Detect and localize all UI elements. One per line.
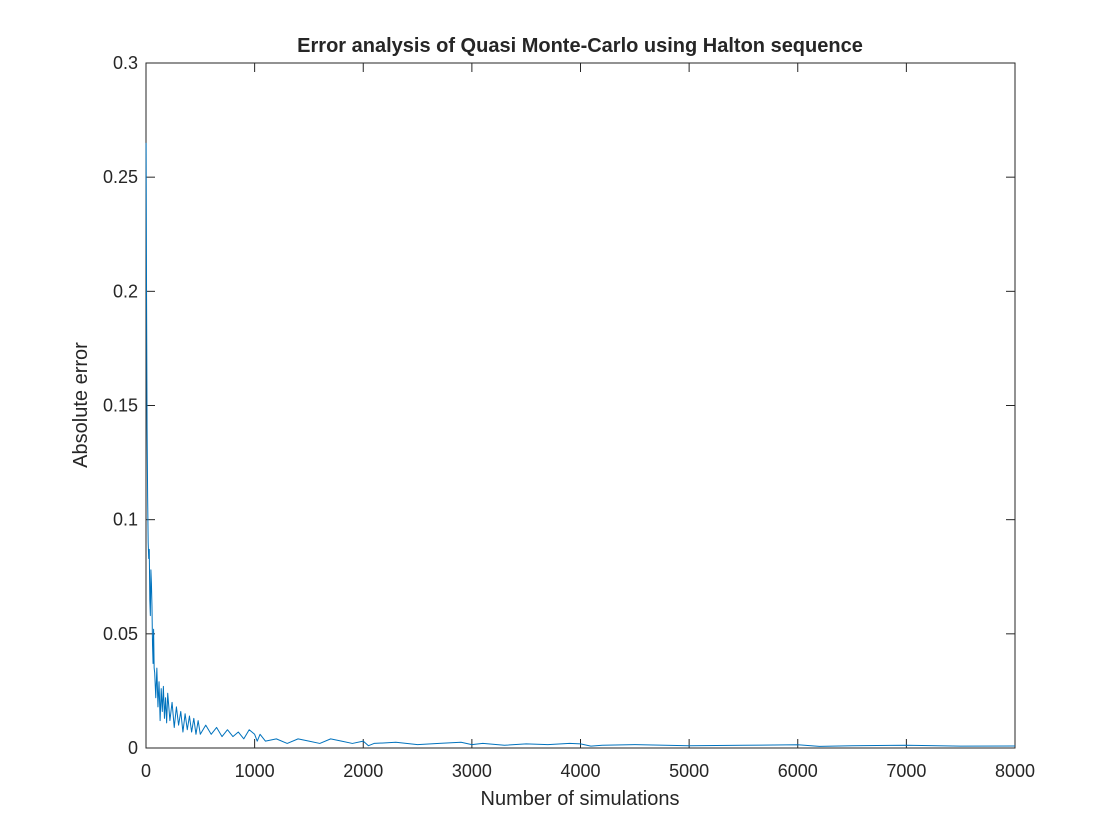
x-tick-label: 8000 <box>995 761 1035 781</box>
x-tick-label: 7000 <box>886 761 926 781</box>
x-tick-label: 5000 <box>669 761 709 781</box>
axes-box <box>145 62 1016 749</box>
y-axis-label: Absolute error <box>70 342 92 468</box>
y-tick-label: 0 <box>128 738 138 758</box>
y-tick-label: 0.2 <box>113 281 138 301</box>
y-tick-label: 0.1 <box>113 510 138 530</box>
chart-title: Error analysis of Quasi Monte-Carlo usin… <box>297 35 863 57</box>
x-tick-label: 6000 <box>778 761 818 781</box>
x-ticks: 0 1000 2000 3000 4000 5000 6000 7000 8000 <box>141 63 1035 781</box>
series-layer <box>145 142 1016 747</box>
x-axis-label: Number of simulations <box>481 788 680 810</box>
x-tick-label: 0 <box>141 761 151 781</box>
x-tick-label: 4000 <box>560 761 600 781</box>
x-tick-label: 1000 <box>235 761 275 781</box>
x-tick-label: 2000 <box>343 761 383 781</box>
y-ticks: 0 0.05 0.1 0.15 0.2 0.25 0.3 <box>103 53 1015 758</box>
y-tick-label: 0.3 <box>113 53 138 73</box>
plot-area: 0 0.05 0.1 0.15 0.2 0.25 0.3 0 1000 2000 3000 4000… <box>103 53 1035 781</box>
y-tick-label: 0.05 <box>103 624 138 644</box>
x-tick-label: 3000 <box>452 761 492 781</box>
y-tick-label: 0.15 <box>103 396 138 416</box>
y-tick-label: 0.25 <box>103 167 138 187</box>
series-line-0 <box>145 142 1016 747</box>
